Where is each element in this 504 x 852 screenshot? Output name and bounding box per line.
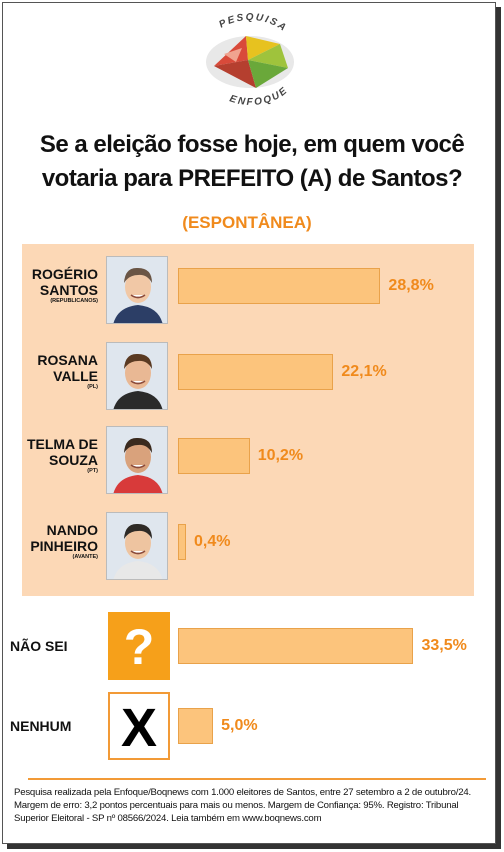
category-label-line-1: NENHUM (10, 718, 72, 734)
category-label: ROSANA VALLE (PL) (18, 352, 98, 391)
data-label: 33,5% (421, 637, 467, 654)
category-label-line-1: NANDO (46, 522, 98, 538)
category-label-line-2: SOUZA (49, 452, 98, 468)
x-mark-icon: X (108, 692, 170, 760)
footer-note: Pesquisa realizada pela Enfoque/Boqnews … (14, 787, 472, 824)
category-label-line-1: TELMA DE (26, 436, 98, 452)
data-label: 10,2% (257, 447, 304, 464)
bar (178, 268, 381, 304)
bar (178, 524, 186, 560)
category-label-line-2: VALLE (53, 368, 98, 384)
category-label: NÃO SEI (10, 638, 98, 654)
svg-text:X: X (121, 698, 157, 758)
candidate-photo (106, 426, 168, 494)
category-label: NENHUM (10, 718, 98, 734)
svg-text:?: ? (124, 619, 155, 675)
candidate-photo (106, 512, 168, 580)
bar (178, 354, 334, 390)
party-label: (AVANTE) (72, 554, 98, 560)
party-label: (PT) (87, 468, 98, 474)
logo-top-text: PESQUISA (217, 12, 289, 35)
candidate-photo (106, 342, 168, 410)
bar (178, 628, 414, 664)
data-label: 0,4% (194, 533, 231, 550)
enfoque-logo: PESQUISA ENFOQUE (206, 12, 294, 108)
footer-divider (28, 778, 486, 780)
category-label-line-1: ROSANA (37, 352, 98, 368)
category-label-line-2: SANTOS (39, 282, 98, 298)
data-label: 22,1% (341, 363, 387, 380)
title-line-1: Se a eleição fosse hoje, em quem você (39, 131, 465, 158)
category-label-line-2: PINHEIRO (30, 538, 98, 554)
chart-subtitle: (ESPONTÂNEA) (182, 213, 312, 232)
category-label-line-1: ROGÉRIO (31, 266, 98, 282)
category-label: NANDO PINHEIRO (AVANTE) (18, 522, 98, 561)
data-label: 5,0% (221, 717, 258, 734)
candidate-photo (106, 256, 168, 324)
party-label: (PL) (87, 384, 98, 390)
logo-bottom-text: ENFOQUE (228, 85, 290, 108)
question-mark-icon: ? (108, 612, 170, 680)
bar (178, 438, 250, 474)
party-label: (REPUBLICANOS) (50, 298, 98, 304)
chart-title: Se a eleição fosse hoje, em quem você vo… (10, 128, 494, 196)
data-label: 28,8% (388, 277, 434, 294)
bar (178, 708, 214, 744)
category-label-line-1: NÃO SEI (10, 638, 68, 654)
category-label: ROGÉRIO SANTOS (REPUBLICANOS) (18, 266, 98, 305)
category-label: TELMA DE SOUZA (PT) (18, 436, 98, 475)
title-line-2: votaria para PREFEITO (A) de Santos? (41, 165, 463, 192)
